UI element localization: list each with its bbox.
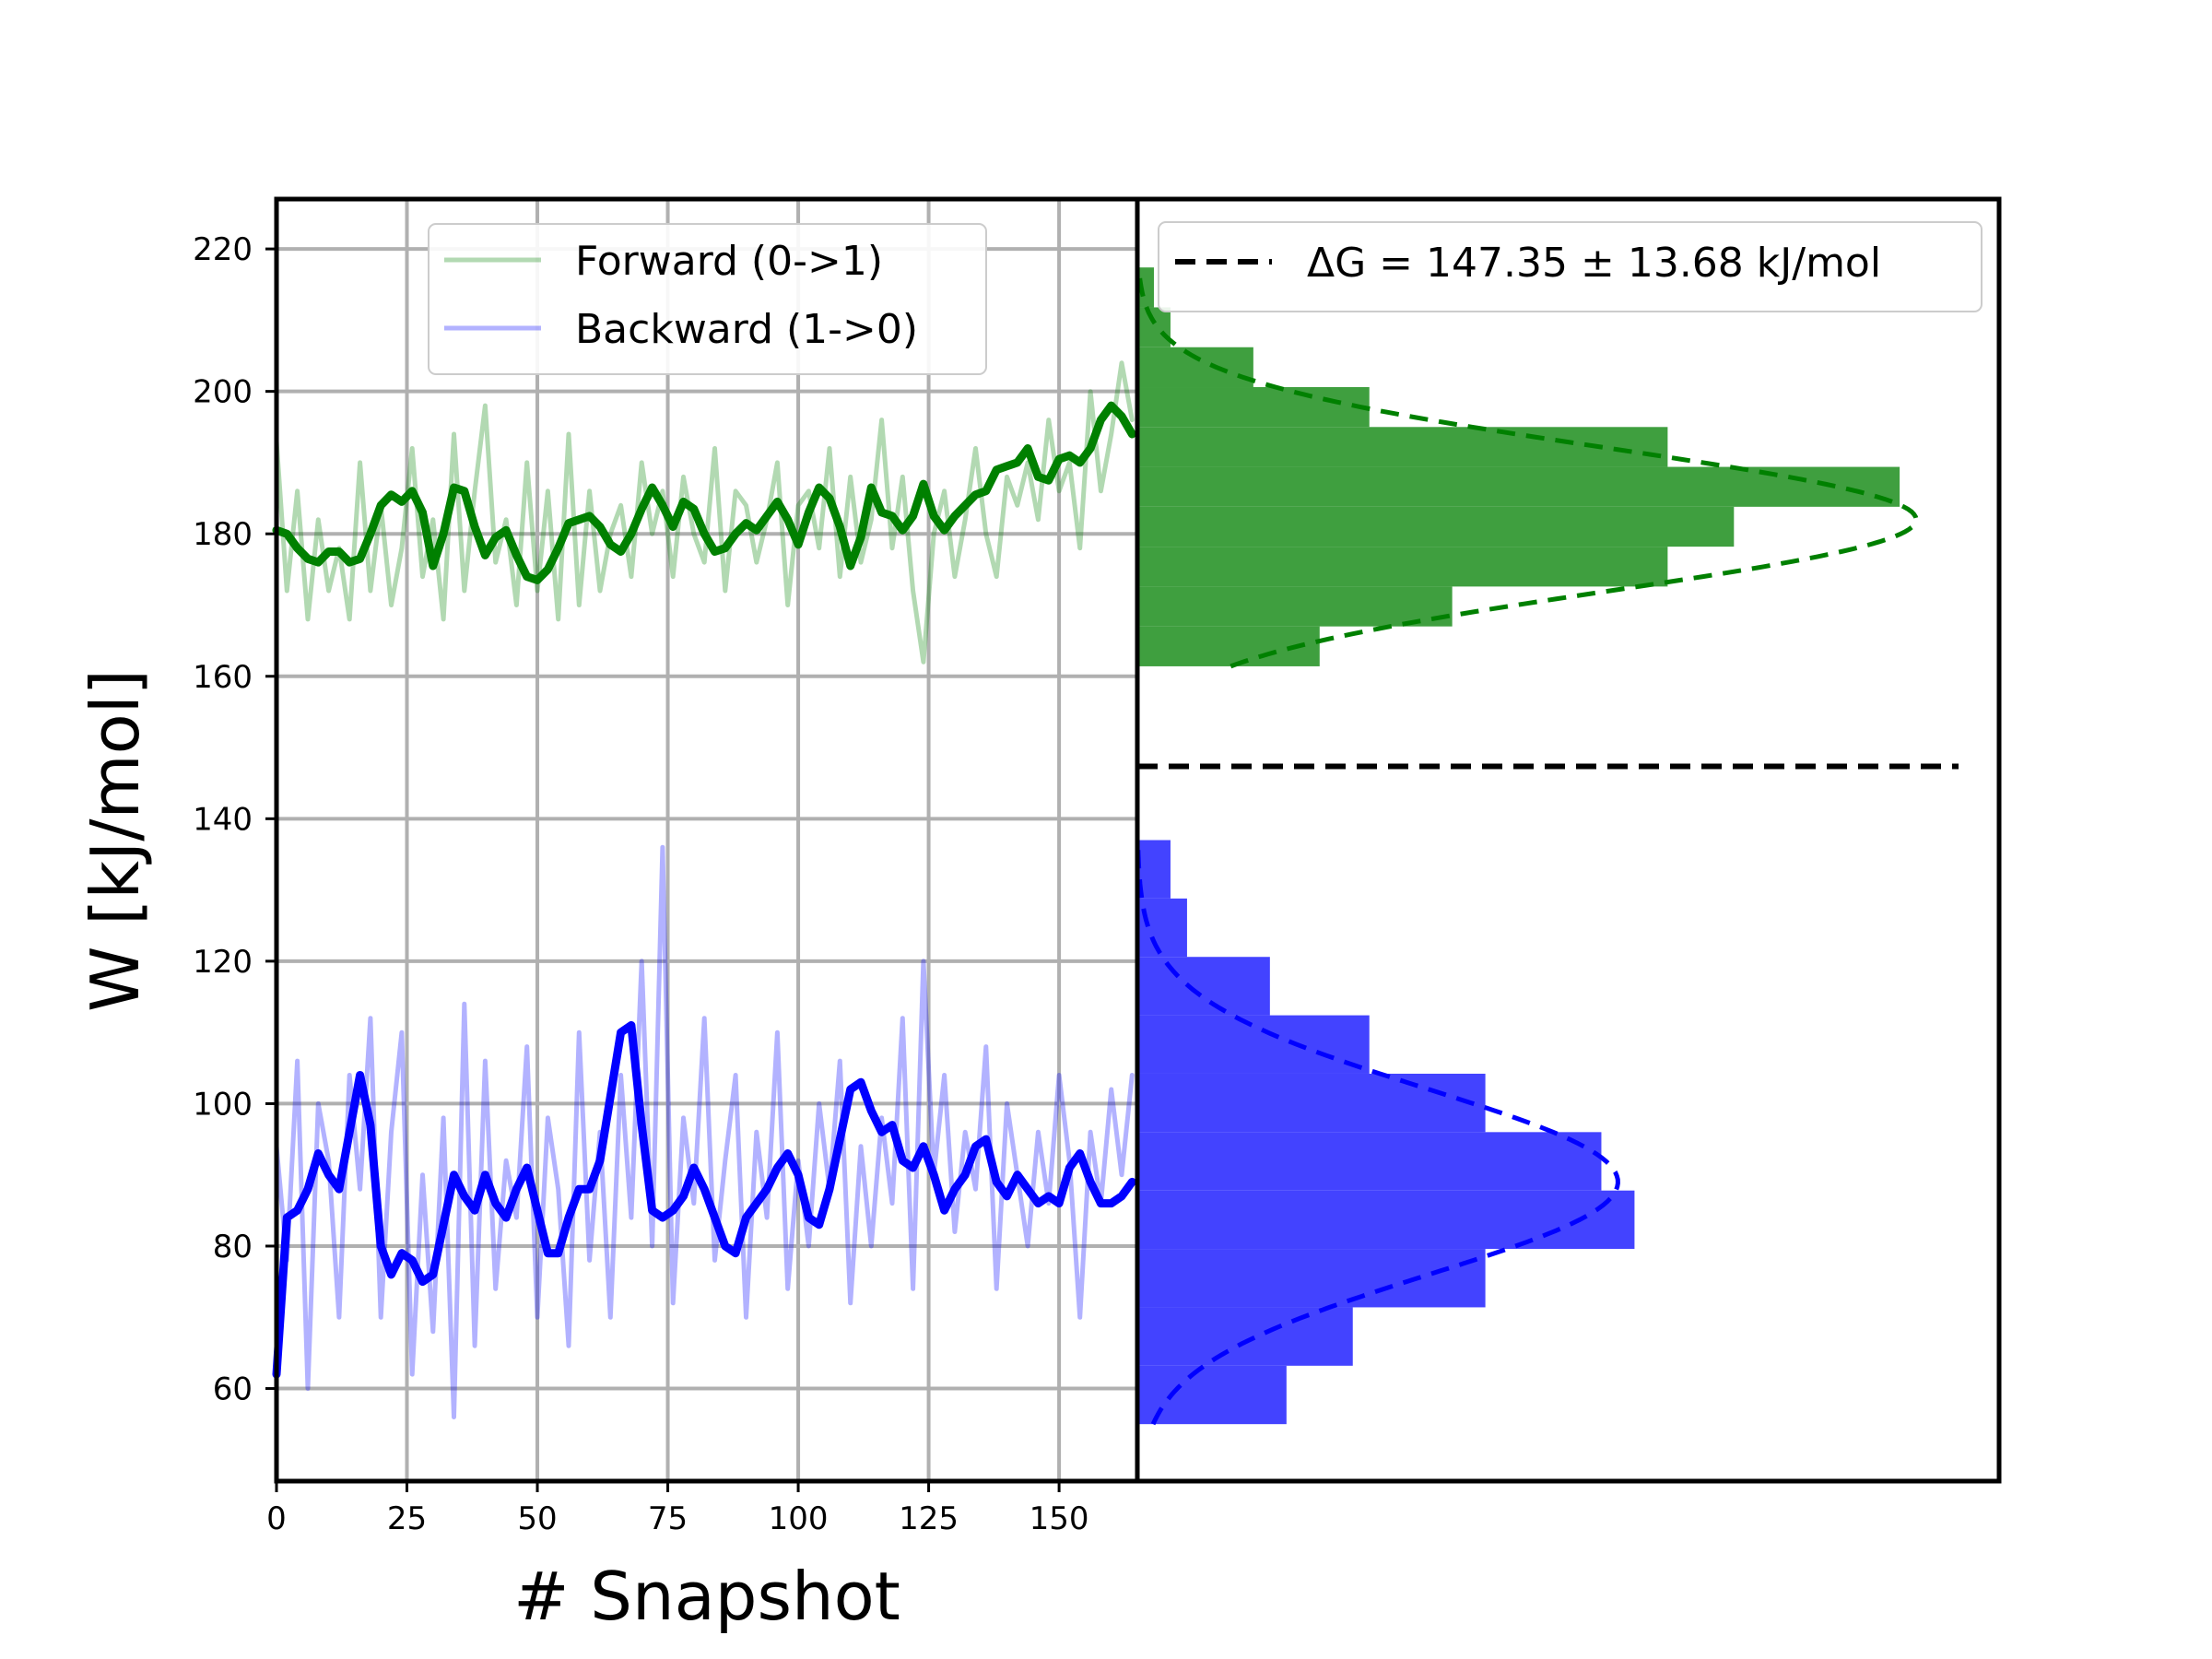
legend-label-forward: Forward (0->1): [575, 238, 883, 285]
backward-histogram-bar: [1137, 1307, 1353, 1366]
backward-histogram-bar: [1137, 1132, 1602, 1191]
right-panel-histogram: [1135, 267, 1959, 1426]
backward-histogram-bar: [1137, 1249, 1486, 1308]
forward-histogram-bar: [1137, 427, 1668, 467]
x-tick-label: 125: [899, 1500, 959, 1537]
y-tick-label: 120: [193, 944, 253, 981]
forward-smoothed-line: [272, 401, 1136, 584]
right-legend-box: [1158, 221, 1983, 312]
y-axis-title: W [kJ/mol]: [76, 669, 154, 1012]
forward-gaussian-fit: [1136, 267, 1919, 669]
y-tick-label: 160: [193, 659, 253, 696]
y-tick-label: 200: [193, 374, 253, 411]
x-tick-label: 150: [1030, 1500, 1089, 1537]
forward-histogram-bar: [1137, 547, 1668, 587]
backward-histogram-bar: [1137, 957, 1270, 1016]
x-tick-label: 100: [769, 1500, 829, 1537]
forward-histogram-bar: [1137, 307, 1171, 347]
left-legend: Forward (0->1) Backward (1->0): [428, 223, 987, 375]
backward-raw-line: [274, 844, 1135, 1419]
backward-histogram-bar: [1137, 1015, 1370, 1074]
backward-gaussian-fit: [1135, 840, 1620, 1426]
x-tick-label: 75: [648, 1500, 688, 1537]
legend-label-delta-g: ΔG = 147.35 ± 13.68 kJ/mol: [1307, 240, 1881, 287]
forward-histogram-bar: [1137, 347, 1253, 388]
x-tick-label: 50: [517, 1500, 557, 1537]
backward-histogram-bar: [1137, 898, 1187, 958]
forward-histogram-bar: [1137, 506, 1735, 547]
y-tick-label: 100: [193, 1086, 253, 1123]
forward-histogram-bar: [1137, 466, 1900, 507]
x-tick-label: 0: [266, 1500, 287, 1537]
left-legend-box: [428, 223, 987, 375]
forward-histogram-bar: [1137, 586, 1453, 627]
x-axis-title: # Snapshot: [513, 1558, 900, 1635]
left-panel-grid: [275, 199, 1137, 1481]
y-tick-label: 60: [213, 1371, 253, 1408]
y-tick-label: 180: [193, 516, 253, 553]
left-panel-ticks: 0 25 50 75 100 125 150 60 80 100 120 140 160 180 200 22…: [193, 231, 1088, 1537]
backward-histogram-bar: [1137, 1190, 1635, 1250]
right-legend: ΔG = 147.35 ± 13.68 kJ/mol: [1158, 221, 1983, 312]
y-tick-label: 140: [193, 801, 253, 838]
backward-histogram-bar: [1137, 840, 1171, 899]
forward-histogram-bar: [1137, 267, 1154, 308]
left-panel-series: [272, 360, 1136, 1419]
right-panel-frame: [1135, 196, 2002, 1484]
backward-smoothed-line: [272, 1020, 1136, 1379]
backward-histogram-bar: [1137, 1365, 1287, 1425]
y-tick-label: 220: [193, 231, 253, 268]
y-tick-label: 80: [213, 1229, 253, 1265]
legend-label-backward: Backward (1->0): [575, 306, 918, 353]
forward-raw-line: [274, 360, 1135, 665]
backward-histogram-bar: [1137, 1073, 1486, 1133]
forward-histogram-bar: [1137, 387, 1370, 428]
x-tick-label: 25: [387, 1500, 427, 1537]
